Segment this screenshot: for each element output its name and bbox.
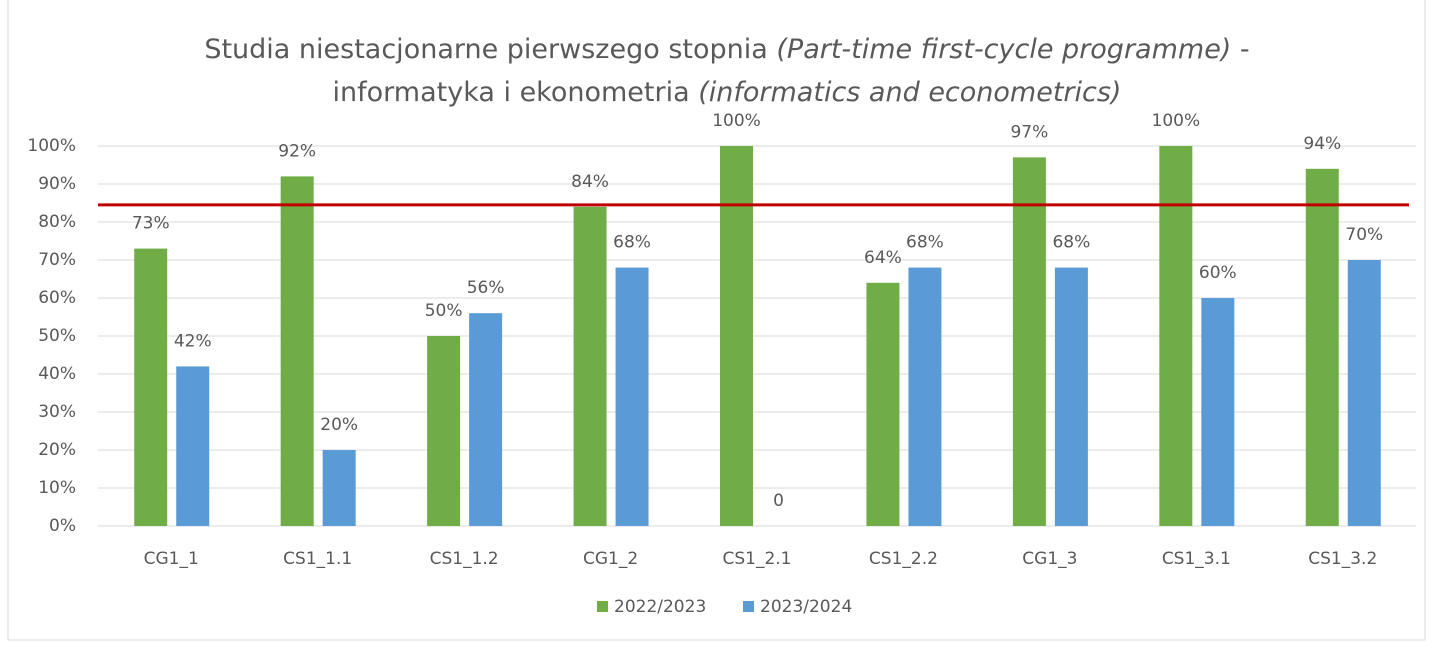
x-tick-label: CS1_1.2	[430, 549, 499, 569]
data-label: 68%	[906, 233, 944, 253]
data-label: 50%	[425, 301, 463, 321]
data-label: 73%	[132, 214, 170, 234]
y-tick-label: 0%	[49, 516, 76, 536]
title-segment: (Part-time first-cycle programme)	[776, 34, 1231, 65]
y-tick-label: 20%	[38, 440, 76, 460]
x-tick-label: CS1_3.1	[1162, 549, 1231, 569]
legend-swatch	[743, 601, 754, 612]
bar	[866, 282, 900, 526]
data-label: 97%	[1010, 122, 1048, 142]
x-tick-label: CS1_1.1	[283, 549, 352, 569]
data-label: 68%	[1052, 233, 1090, 253]
data-label: 42%	[174, 331, 212, 351]
y-tick-label: 70%	[38, 250, 76, 270]
data-label: 92%	[278, 141, 316, 161]
bar	[469, 313, 503, 526]
bar	[908, 267, 942, 526]
bar	[176, 366, 210, 526]
data-label: 0	[773, 491, 784, 511]
y-tick-label: 80%	[38, 212, 76, 232]
y-tick-label: 100%	[27, 136, 76, 156]
chart-title: Studia niestacjonarne pierwszego stopnia…	[204, 34, 1249, 65]
x-tick-label: CG1_2	[583, 549, 638, 569]
title-segment: Studia niestacjonarne pierwszego stopnia	[204, 34, 776, 65]
legend-label: 2023/2024	[760, 597, 852, 617]
data-label: 94%	[1303, 134, 1341, 154]
bar	[280, 176, 314, 526]
data-label: 60%	[1199, 263, 1237, 283]
bar	[1201, 298, 1235, 526]
y-tick-label: 10%	[38, 478, 76, 498]
data-label: 100%	[712, 111, 761, 131]
title-segment: informatyka i ekonometria	[333, 77, 699, 108]
bar	[1159, 146, 1193, 526]
bar	[1305, 168, 1339, 527]
bar	[1054, 267, 1088, 526]
data-label: 100%	[1152, 111, 1201, 131]
bar	[720, 146, 753, 526]
title-segment: (informatics and econometrics)	[698, 77, 1121, 108]
bar	[322, 450, 356, 526]
bar	[615, 267, 649, 526]
x-tick-label: CS1_3.2	[1308, 549, 1377, 569]
bar	[573, 206, 607, 527]
x-tick-label: CS1_2.2	[869, 549, 938, 569]
x-tick-label: CS1_2.1	[722, 549, 791, 569]
x-tick-label: CG1_3	[1022, 549, 1077, 569]
bar	[427, 336, 461, 526]
data-label: 20%	[320, 415, 358, 435]
bar	[134, 248, 168, 526]
y-tick-label: 40%	[38, 364, 76, 384]
bar	[1347, 260, 1381, 526]
legend-swatch	[597, 601, 608, 612]
chart-title: informatyka i ekonometria (informatics a…	[333, 77, 1122, 108]
x-tick-label: CG1_1	[144, 549, 199, 569]
data-label: 64%	[864, 248, 902, 268]
data-label: 84%	[571, 172, 609, 192]
data-label: 56%	[467, 278, 505, 298]
y-tick-label: 30%	[38, 402, 76, 422]
y-tick-label: 50%	[38, 326, 76, 346]
y-tick-label: 90%	[38, 174, 76, 194]
data-label: 70%	[1345, 225, 1383, 245]
bar	[1012, 157, 1046, 526]
data-label: 68%	[613, 233, 651, 253]
legend-label: 2022/2023	[614, 597, 706, 617]
title-segment: -	[1231, 34, 1249, 65]
y-tick-label: 60%	[38, 288, 76, 308]
